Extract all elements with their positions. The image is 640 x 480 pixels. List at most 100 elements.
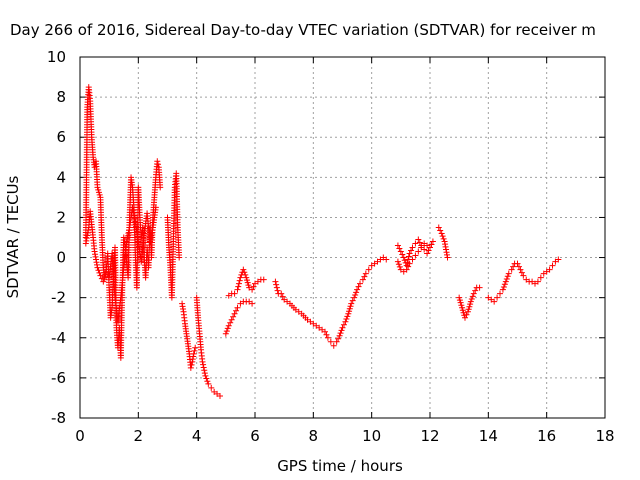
x-tick-label: 8 <box>309 427 319 445</box>
data-point <box>129 204 136 211</box>
data-point <box>231 310 238 317</box>
data-point <box>456 297 463 304</box>
data-point <box>131 212 138 219</box>
data-point <box>348 300 355 307</box>
data-point <box>147 238 153 245</box>
data-point <box>412 240 419 247</box>
data-point <box>100 278 107 285</box>
data-point <box>96 269 103 276</box>
data-point <box>187 364 194 371</box>
data-point <box>355 283 362 290</box>
data-point <box>357 280 363 287</box>
data-point <box>458 302 465 309</box>
data-point <box>499 286 506 293</box>
data-point <box>235 280 242 287</box>
data-point <box>240 266 247 273</box>
data-point <box>236 277 243 284</box>
data-point <box>415 236 422 243</box>
data-point <box>353 289 360 296</box>
data-point <box>494 294 501 301</box>
data-point <box>131 215 138 222</box>
data-point <box>362 270 369 277</box>
data-point <box>243 274 250 281</box>
x-tick-label: 6 <box>250 427 260 445</box>
data-point <box>537 274 544 281</box>
data-point <box>343 316 350 323</box>
data-point <box>199 358 206 365</box>
data-point <box>337 330 344 337</box>
data-point <box>333 338 340 345</box>
data-point <box>223 328 230 335</box>
data-point <box>130 207 137 214</box>
data-point <box>244 279 251 286</box>
data-point <box>438 230 445 237</box>
data-point <box>464 308 471 315</box>
data-point <box>456 294 463 301</box>
data-point <box>470 290 477 297</box>
data-point <box>203 375 210 382</box>
data-point <box>425 247 432 254</box>
data-point <box>346 308 353 315</box>
data-point <box>394 242 401 249</box>
data-point <box>250 283 257 290</box>
data-point <box>227 319 234 326</box>
data-point <box>124 232 131 239</box>
data-point <box>415 248 422 255</box>
data-point <box>469 293 476 300</box>
data-point <box>101 276 108 283</box>
data-point <box>273 284 280 291</box>
data-point <box>405 263 412 270</box>
data-point <box>235 283 242 290</box>
data-point <box>352 291 359 298</box>
data-point <box>95 189 102 196</box>
data-point <box>520 272 527 279</box>
data-point <box>504 273 511 280</box>
data-point <box>351 294 358 301</box>
grid <box>80 57 605 418</box>
data-point <box>190 350 197 357</box>
data-point <box>359 276 366 283</box>
data-point <box>241 269 248 276</box>
data-point <box>518 269 525 276</box>
data-point <box>459 304 466 311</box>
data-point <box>346 305 353 312</box>
data-point <box>394 258 401 265</box>
data-point <box>465 306 472 313</box>
plot-frame <box>79 56 606 419</box>
data-point <box>155 161 162 168</box>
data-point <box>435 224 442 231</box>
data-point <box>396 245 403 252</box>
data-point <box>555 256 562 263</box>
data-points <box>82 84 562 399</box>
data-point <box>234 304 241 311</box>
data-point <box>149 227 156 234</box>
data-point <box>510 263 517 270</box>
data-point <box>409 244 416 251</box>
data-point <box>399 251 406 258</box>
y-tick-label: 2 <box>56 208 66 226</box>
data-point <box>424 250 431 257</box>
data-point <box>124 235 131 242</box>
x-tick-label: 2 <box>134 427 144 445</box>
data-point <box>154 158 161 165</box>
data-point <box>126 227 132 234</box>
x-tick-label: 0 <box>75 427 85 445</box>
data-point <box>467 301 474 308</box>
data-point <box>103 268 110 275</box>
data-point <box>403 266 410 273</box>
data-point <box>405 253 412 260</box>
data-point <box>237 274 244 281</box>
x-tick-label: 18 <box>595 427 614 445</box>
data-point <box>279 293 286 300</box>
data-point <box>429 238 436 245</box>
data-point <box>201 367 208 374</box>
data-point <box>125 230 132 237</box>
data-point <box>260 276 267 283</box>
data-point <box>95 267 102 274</box>
x-tick-label: 16 <box>537 427 556 445</box>
data-point <box>491 298 498 305</box>
data-point <box>349 297 356 304</box>
data-point <box>330 342 337 349</box>
data-point <box>233 307 240 314</box>
